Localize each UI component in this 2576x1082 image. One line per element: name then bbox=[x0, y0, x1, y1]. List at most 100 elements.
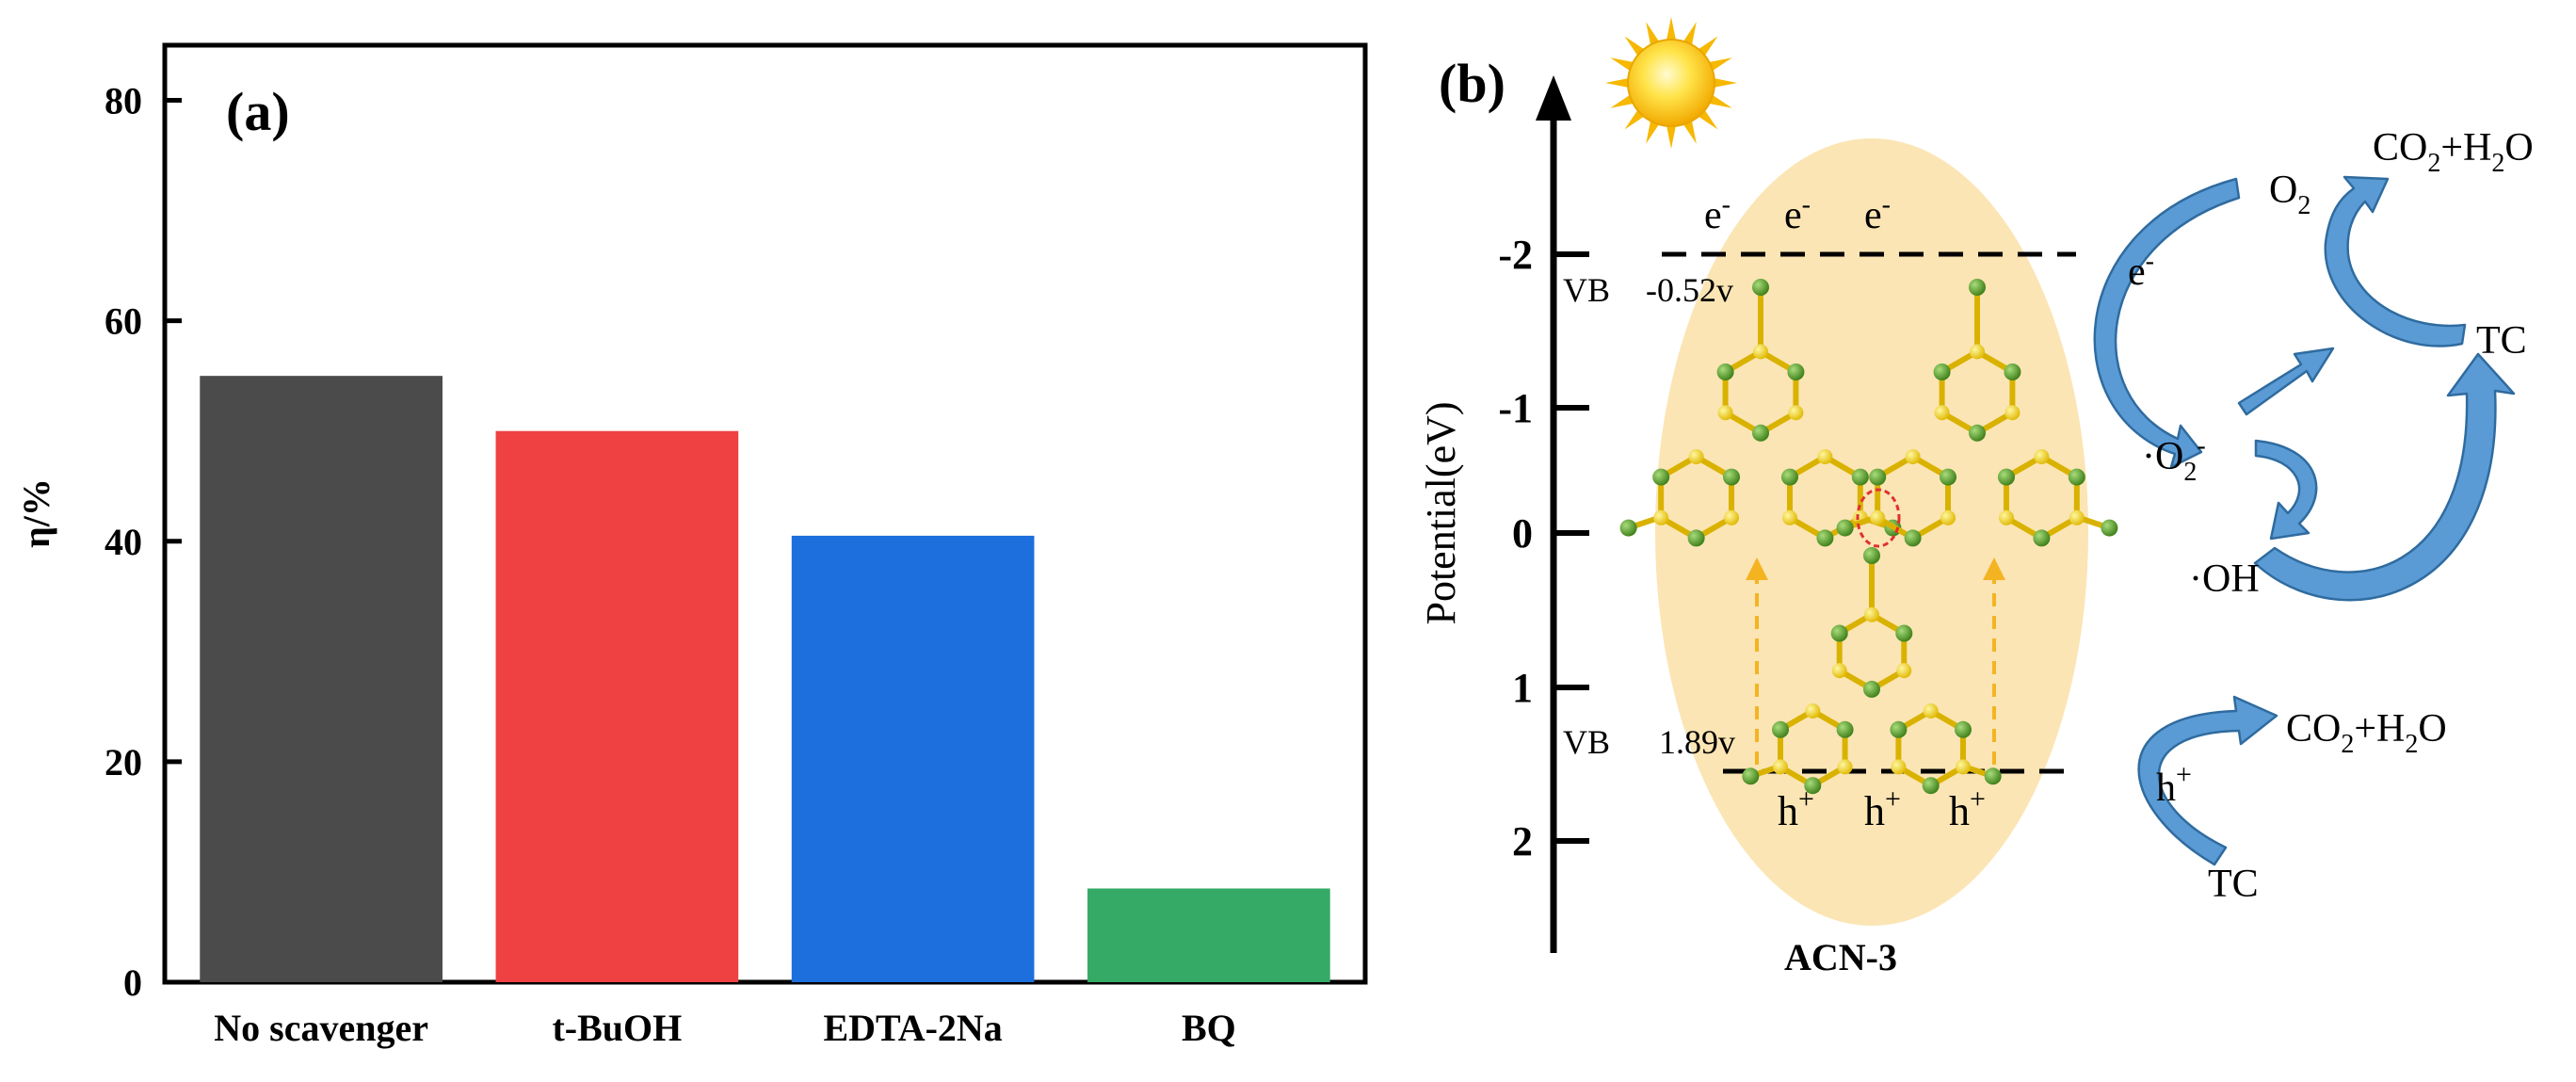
y-tick-label: 60 bbox=[105, 300, 142, 343]
potential-tick-label: -2 bbox=[1498, 232, 1533, 278]
nitrogen-atom bbox=[1997, 468, 2015, 486]
sun-ray bbox=[1712, 77, 1737, 89]
nitrogen-atom bbox=[1787, 363, 1805, 380]
carbon-atom bbox=[1788, 405, 1804, 421]
electron-transfer-label: e- bbox=[2128, 247, 2154, 294]
carbon-atom bbox=[1653, 509, 1669, 525]
carbon-atom bbox=[1753, 344, 1768, 360]
sun-ray bbox=[1707, 93, 1732, 108]
arrow-hole-oxidation bbox=[2137, 695, 2278, 866]
y-tick-label: 0 bbox=[123, 961, 142, 1004]
vb-potential: 1.89v bbox=[1659, 723, 1735, 761]
nitrogen-atom bbox=[1723, 468, 1741, 486]
tc-label-top: TC bbox=[2476, 319, 2527, 363]
cb-potential: -0.52v bbox=[1646, 271, 1733, 309]
nitrogen-atom bbox=[1954, 720, 1972, 738]
nitrogen-atom bbox=[1904, 529, 1922, 547]
arrow-tc-to-products bbox=[2324, 175, 2467, 347]
nitrogen-atom bbox=[1895, 624, 1913, 642]
nitrogen-atom bbox=[1836, 519, 1854, 537]
x-tick-label: t-BuOH bbox=[552, 1007, 682, 1049]
carbon-atom bbox=[1891, 759, 1907, 775]
carbon-atom bbox=[1781, 509, 1797, 525]
carbon-atom bbox=[1934, 405, 1950, 421]
nitrogen-atom bbox=[1752, 279, 1769, 296]
arrow-superoxide-to-hydroxyl bbox=[2254, 439, 2318, 541]
nitrogen-atom bbox=[1940, 468, 1957, 486]
y-axis-title: η/% bbox=[15, 478, 57, 548]
carbon-atom bbox=[1805, 703, 1821, 719]
bars bbox=[200, 376, 1330, 982]
carbon-atom bbox=[1970, 344, 1985, 360]
nitrogen-atom bbox=[1652, 468, 1670, 486]
y-tick-label: 80 bbox=[105, 80, 142, 122]
nitrogen-atom bbox=[1851, 468, 1869, 486]
sun-ray bbox=[1610, 93, 1635, 108]
carbon-nitride-structure bbox=[1619, 279, 2118, 795]
carbon-atom bbox=[1717, 405, 1733, 421]
carbon-atom bbox=[1724, 509, 1740, 525]
carbon-atom bbox=[1870, 509, 1886, 525]
nitrogen-atom bbox=[1863, 547, 1880, 564]
carbon-atom bbox=[1955, 759, 1971, 775]
products-label-top: CO2+H2O bbox=[2373, 126, 2534, 178]
potential-tick-label: -1 bbox=[1498, 385, 1533, 431]
potential-axis-title: Potential(eV) bbox=[1418, 401, 1464, 624]
material-label: ACN-3 bbox=[1784, 936, 1897, 978]
nitrogen-atom bbox=[1836, 720, 1854, 738]
tc-label-bottom: TC bbox=[2208, 863, 2259, 906]
y-tick-label: 20 bbox=[105, 741, 142, 783]
carbon-atom bbox=[1817, 449, 1833, 464]
bar-chart: 0 20 40 60 80 No scavenger t-BuOH EDTA-2Na BQ η… bbox=[15, 42, 1368, 1049]
sun-ray bbox=[1610, 57, 1635, 73]
carbon-atom bbox=[1831, 663, 1847, 679]
sun-ray bbox=[1605, 77, 1631, 89]
electron-2: e- bbox=[1784, 190, 1811, 237]
carbon-atom bbox=[1940, 509, 1956, 525]
sun-ray bbox=[1666, 123, 1677, 149]
superoxide-label: ·O2- bbox=[2142, 431, 2206, 487]
carbon-atom bbox=[2034, 449, 2050, 464]
carbon-atom bbox=[1923, 703, 1939, 719]
x-tick-label: EDTA-2Na bbox=[823, 1007, 1002, 1049]
x-tick-label: BQ bbox=[1182, 1007, 1236, 1049]
nitrogen-atom bbox=[1890, 720, 1908, 738]
products-label-bottom: CO2+H2O bbox=[2286, 707, 2447, 759]
carbon-atom bbox=[1998, 509, 2014, 525]
nitrogen-atom bbox=[2033, 529, 2051, 547]
nitrogen-atom bbox=[1969, 424, 1986, 442]
hole-3: h+ bbox=[1949, 783, 1986, 834]
sun-ray bbox=[1666, 17, 1677, 42]
sun-icon bbox=[1605, 17, 1737, 149]
nitrogen-atom bbox=[1804, 777, 1822, 795]
band-diagram: (b) -2 -1 0 1 2 Potential(eV) VB -0.52v VB 1… bbox=[1418, 17, 2534, 978]
nitrogen-atom bbox=[2068, 468, 2085, 486]
nitrogen-atom bbox=[1687, 529, 1705, 547]
carbon-atom bbox=[2004, 405, 2021, 421]
x-axis-labels: No scavenger t-BuOH EDTA-2Na BQ bbox=[214, 1007, 1236, 1049]
nitrogen-atom bbox=[1922, 777, 1940, 795]
nitrogen-atom bbox=[1869, 468, 1887, 486]
nitrogen-atom bbox=[1619, 519, 1637, 537]
arrow-superoxide-to-products bbox=[2237, 347, 2335, 416]
nitrogen-atom bbox=[2101, 519, 2118, 537]
plot-frame bbox=[162, 42, 1368, 985]
carbon-atom bbox=[1905, 449, 1921, 464]
hole-2: h+ bbox=[1864, 783, 1901, 834]
electron-3: e- bbox=[1864, 190, 1891, 237]
carbon-atom bbox=[1896, 663, 1912, 679]
vb-label: VB bbox=[1563, 723, 1610, 761]
nitrogen-atom bbox=[1716, 363, 1734, 380]
carbon-atom bbox=[1864, 606, 1879, 622]
potential-tick-label: 0 bbox=[1512, 510, 1533, 557]
nitrogen-atom bbox=[1772, 720, 1790, 738]
hole-oxidant-label: h+ bbox=[2156, 759, 2192, 810]
y-axis-ticks: 0 20 40 60 80 bbox=[105, 80, 182, 1004]
arrow-o2-to-superoxide bbox=[2093, 177, 2241, 469]
carbon-atom bbox=[1837, 759, 1853, 775]
sun-ray bbox=[1682, 22, 1697, 47]
nitrogen-atom bbox=[1816, 529, 1834, 547]
hydroxyl-label: ·OH bbox=[2189, 557, 2260, 601]
panel-a-label: (a) bbox=[226, 81, 290, 142]
